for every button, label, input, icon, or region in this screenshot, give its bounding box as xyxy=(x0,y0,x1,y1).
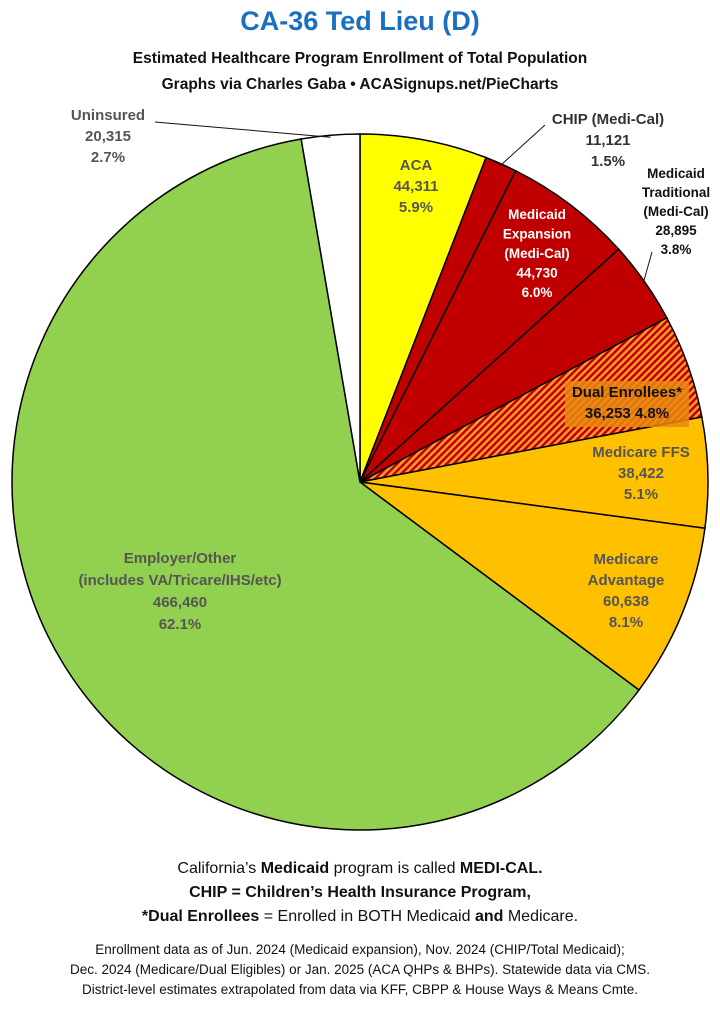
slice-label-text: Medicare FFS 38,422 5.1% xyxy=(592,444,690,503)
medical-note: California’s Medicaid program is called … xyxy=(177,860,543,877)
slice-value: 20,315 xyxy=(85,128,131,145)
pie-slice-medicare-advantage xyxy=(357,480,706,692)
slice-name: Medicare FFS xyxy=(592,444,690,461)
slice-label-text: CHIP (Medi-Cal) 11,121 1.5% xyxy=(552,111,664,170)
slice-name: CHIP (Medi-Cal) xyxy=(552,111,664,128)
slice-name: ACA xyxy=(400,157,433,174)
slice-label-text: Uninsured 20,315 2.7% xyxy=(71,107,145,166)
slice-percent: 1.5% xyxy=(591,153,625,170)
slice-percent: 8.1% xyxy=(609,614,643,631)
slice-label-dual-enrollees: Dual Enrollees* 36,253 4.8% xyxy=(565,381,689,427)
slice-label-uninsured: Uninsured 20,315 2.7% xyxy=(71,107,145,166)
slice-name: (Medi-Cal) xyxy=(643,204,708,219)
slice-name: Medicare xyxy=(593,551,658,568)
slice-label-text: ACA 44,311 5.9% xyxy=(393,157,438,216)
slice-value: 11,121 xyxy=(585,132,630,149)
slice-percent: 5.1% xyxy=(624,486,658,503)
slice-name: Employer/Other xyxy=(124,550,237,567)
slice-percent: 6.0% xyxy=(522,285,553,300)
slice-value: 60,638 xyxy=(603,593,649,610)
slice-label-medicaid-traditional-medi-cal: Medicaid Traditional (Medi-Cal) 28,895 3.8% xyxy=(642,166,710,257)
leader-line-chip xyxy=(499,124,546,167)
slice-name: Medicaid xyxy=(508,207,566,222)
source-line-2: Dec. 2024 (Medicare/Dual Eligibles) or J… xyxy=(70,962,650,977)
slice-value: 38,422 xyxy=(618,465,664,482)
leader-line-medicaid-traditional xyxy=(642,251,653,284)
pie-slice-aca xyxy=(359,133,488,483)
slice-value-percent: 36,253 4.8% xyxy=(585,405,669,422)
slice-name: (includes VA/Tricare/IHS/etc) xyxy=(78,572,281,589)
slice-label-text: Medicaid Traditional (Medi-Cal) 28,895 3.8% xyxy=(642,166,710,257)
slice-label-text: Medicare Advantage 60,638 8.1% xyxy=(588,551,665,631)
slice-name: Dual Enrollees* xyxy=(572,384,682,401)
slice-name: Advantage xyxy=(588,572,665,589)
slice-label-chip-medi-cal: CHIP (Medi-Cal) 11,121 1.5% xyxy=(552,111,664,170)
slice-value: 44,730 xyxy=(516,266,557,281)
source-notes: Enrollment data as of Jun. 2024 (Medicai… xyxy=(0,940,720,1000)
slice-percent: 62.1% xyxy=(159,616,202,633)
slice-name: (Medi-Cal) xyxy=(504,246,569,261)
slice-label-aca: ACA 44,311 5.9% xyxy=(393,157,438,216)
chart-subtitle: Estimated Healthcare Program Enrollment … xyxy=(132,50,588,67)
slice-percent: 5.9% xyxy=(399,199,433,216)
slice-name: Medicaid xyxy=(647,166,705,181)
pie-chart: ACA 44,311 5.9% CHIP (Medi-Cal) 11,121 1.5% Me… xyxy=(11,107,710,831)
dual-note: *Dual Enrollees = Enrolled in BOTH Medic… xyxy=(141,908,579,925)
slice-label-text: Medicaid Expansion (Medi-Cal) 44,730 6.0% xyxy=(503,207,571,300)
pie-slice-medicaid-expansion-medi-cal xyxy=(359,169,620,483)
slice-label-medicare-ffs: Medicare FFS 38,422 5.1% xyxy=(592,444,690,503)
leader-line-uninsured xyxy=(154,121,331,138)
slice-name: Traditional xyxy=(642,185,710,200)
slice-label-employer-other-includes-va-tricare-ihs-etc: Employer/Other (includes VA/Tricare/IHS/e… xyxy=(78,550,281,633)
slice-label-text: Employer/Other (includes VA/Tricare/IHS/e… xyxy=(78,550,281,633)
pie-slice-employer-other-includes-va-tricare-ihs-etc xyxy=(11,138,641,831)
slice-name: Expansion xyxy=(503,227,571,242)
slice-label-text: Dual Enrollees* 36,253 4.8% xyxy=(572,384,682,422)
pie-slice-uninsured xyxy=(300,133,361,483)
chart-credit: Graphs via Charles Gaba • ACASignups.net… xyxy=(161,76,559,93)
slice-label-medicaid-expansion-medi-cal: Medicaid Expansion (Medi-Cal) 44,730 6.0% xyxy=(503,207,571,300)
slice-percent: 2.7% xyxy=(91,149,125,166)
source-line-1: Enrollment data as of Jun. 2024 (Medicai… xyxy=(95,942,625,957)
slice-label-medicare-advantage: Medicare Advantage 60,638 8.1% xyxy=(588,551,665,631)
slice-value: 466,460 xyxy=(153,594,207,611)
footnotes: California’s Medicaid program is called … xyxy=(0,857,720,929)
slice-percent: 3.8% xyxy=(661,242,692,257)
source-line-3: District-level estimates extrapolated fr… xyxy=(82,982,638,997)
slice-value: 28,895 xyxy=(655,223,697,238)
chip-note: CHIP = Children’s Health Insurance Progr… xyxy=(189,884,531,901)
slice-name: Uninsured xyxy=(71,107,145,124)
chart-title: CA-36 Ted Lieu (D) xyxy=(240,6,480,36)
slice-value: 44,311 xyxy=(393,178,438,195)
